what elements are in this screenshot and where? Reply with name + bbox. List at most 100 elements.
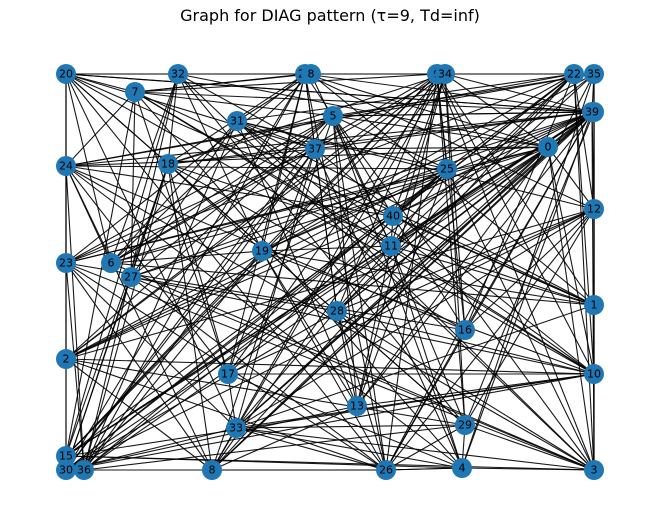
- node-label: 16: [458, 324, 472, 337]
- graph-edge: [65, 215, 394, 457]
- graph-edge: [65, 73, 593, 113]
- node-label: 8: [209, 464, 216, 477]
- node-label: 15: [59, 450, 73, 463]
- node-label: 22: [567, 68, 581, 81]
- graph-edge: [261, 73, 438, 252]
- graph-edge: [336, 310, 595, 471]
- node-circle: [252, 241, 272, 261]
- graph-edge: [336, 310, 358, 407]
- node-circle: [538, 137, 558, 157]
- graph-edge: [392, 73, 446, 217]
- node-label: 23: [59, 257, 73, 270]
- graph-edge: [261, 250, 387, 471]
- graph-edge: [314, 148, 338, 312]
- graph-edge: [227, 373, 463, 469]
- node-circle: [226, 418, 246, 438]
- graph-node: 29: [455, 415, 475, 435]
- node-label: 34: [438, 68, 452, 81]
- graph-edge: [134, 91, 593, 113]
- graph-edge: [65, 168, 448, 471]
- graph-edge: [65, 427, 237, 471]
- node-circle: [121, 267, 141, 287]
- graph-edge: [236, 120, 358, 407]
- graph-node: 4: [452, 458, 472, 478]
- graph-edge: [167, 73, 179, 165]
- graph-edge: [261, 111, 593, 252]
- node-label: 2: [63, 353, 70, 366]
- graph-edge: [336, 310, 387, 471]
- graph-edge: [392, 215, 595, 306]
- graph-node: 20: [56, 64, 76, 84]
- node-label: 11: [384, 240, 398, 253]
- graph-edge: [332, 111, 593, 117]
- graph-edge: [236, 120, 595, 210]
- node-circle: [455, 320, 475, 340]
- graph-node: 34: [435, 64, 455, 84]
- node-label: 4: [459, 462, 466, 475]
- node-label: 1: [591, 299, 598, 312]
- graph-edge: [110, 262, 595, 471]
- graph-edge: [385, 424, 466, 471]
- graph-node: 1: [584, 295, 604, 315]
- graph-edge: [65, 73, 306, 471]
- graph-node: 33: [226, 418, 246, 438]
- graph-edge: [65, 73, 575, 167]
- graph-edge: [461, 111, 593, 469]
- graph-edge: [65, 165, 229, 375]
- graph-edge: [134, 73, 312, 93]
- graph-edge: [332, 115, 358, 407]
- graph-edge: [177, 73, 466, 426]
- graph-node: 10: [584, 364, 604, 384]
- node-circle: [74, 460, 94, 480]
- node-circle: [376, 460, 396, 480]
- node-circle: [56, 64, 76, 84]
- graph-edge: [547, 146, 595, 471]
- node-label: 26: [379, 464, 393, 477]
- graph-edge: [235, 208, 595, 429]
- node-label: 36: [77, 464, 91, 477]
- node-circle: [452, 458, 472, 478]
- graph-node: 25: [437, 159, 457, 179]
- graph-edge: [390, 245, 463, 469]
- node-label: 35: [587, 68, 601, 81]
- graph-edge: [385, 467, 463, 471]
- graph-edge: [356, 373, 595, 407]
- node-circle: [347, 396, 367, 416]
- graph-node: 5: [323, 106, 343, 126]
- graph-edge: [65, 310, 338, 471]
- graph-edge: [261, 73, 306, 252]
- graph-edge: [573, 73, 595, 210]
- graph-edge: [236, 120, 595, 471]
- graph-node: 7: [125, 82, 145, 102]
- graph-edge: [332, 115, 595, 471]
- graph-edge: [304, 73, 549, 148]
- graph-edge: [227, 208, 595, 375]
- node-label: 27: [124, 271, 138, 284]
- graph-edge: [336, 73, 438, 312]
- node-circle: [301, 64, 321, 84]
- graph-edge: [444, 73, 466, 426]
- graph-edge: [65, 358, 213, 471]
- graph-edge: [83, 148, 316, 471]
- graph-edge: [356, 168, 448, 407]
- node-circle: [305, 139, 325, 159]
- graph-edge: [65, 73, 179, 457]
- graph-edge: [83, 120, 238, 471]
- node-label: 39: [585, 106, 599, 119]
- graph-edge: [573, 73, 595, 471]
- graph-node: 18: [158, 154, 178, 174]
- graph-edge: [65, 262, 237, 429]
- node-label: 12: [587, 203, 601, 216]
- node-circle: [455, 415, 475, 435]
- graph-node: 40: [383, 206, 403, 226]
- node-label: 7: [132, 86, 139, 99]
- node-circle: [584, 364, 604, 384]
- graph-edge: [235, 424, 466, 429]
- graph-edge: [547, 146, 595, 210]
- node-circle: [125, 82, 145, 102]
- graph-node: 37: [305, 139, 325, 159]
- graph-edge: [65, 111, 593, 471]
- graph-edge: [314, 111, 593, 150]
- graph-node: 13: [347, 396, 367, 416]
- graph-node: 27: [121, 267, 141, 287]
